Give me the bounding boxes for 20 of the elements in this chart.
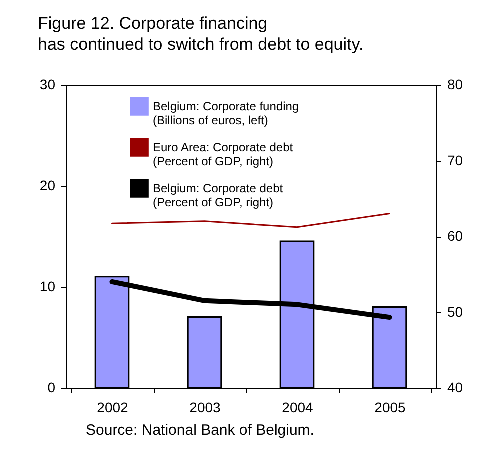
x-tick-label: 2003: [190, 400, 222, 416]
y2-tick-label: 40: [448, 380, 464, 396]
x-tick-label: 2004: [282, 400, 314, 416]
source-note: Source: National Bank of Belgium.: [86, 422, 314, 439]
y-tick-label: 0: [48, 380, 56, 396]
legend-label: Euro Area: Corporate debt (Percent of GDP, right): [153, 140, 294, 168]
y-tick-label: 30: [40, 76, 56, 92]
chart-title: Figure 12. Corporate financing has continued to switch from debt to equity.: [38, 14, 364, 54]
y2-tick-label: 60: [448, 228, 464, 244]
legend-label: Belgium: Corporate funding (Billions of euros, left): [153, 100, 300, 128]
y-tick-label: 10: [40, 278, 56, 294]
y2-tick-label: 80: [448, 76, 464, 92]
line-series: [112, 213, 390, 228]
x-tick-label: 2005: [374, 400, 406, 416]
x-tick-label: 2002: [97, 400, 129, 416]
y2-tick-label: 50: [448, 304, 464, 320]
bar: [187, 316, 222, 389]
y2-tick-label: 70: [448, 152, 464, 168]
legend-label: Belgium: Corporate debt (Percent of GDP, right): [153, 182, 284, 210]
y-tick-label: 20: [40, 178, 56, 194]
